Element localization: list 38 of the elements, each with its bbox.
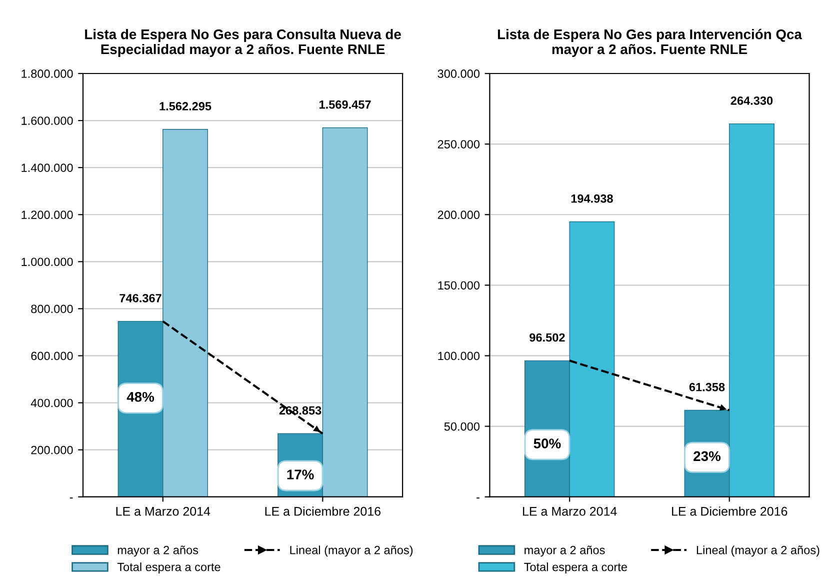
y-tick-label: 200.000 [438, 210, 480, 220]
x-tick-label: LE a Diciembre 2016 [265, 506, 380, 516]
chart-title: Lista de Espera No Ges para Consulta Nueva de Especialidad mayor a 2 años. Fuente RNLE [85, 29, 401, 57]
data-label: 61.358 [689, 382, 725, 392]
annotation: 23% [694, 451, 721, 462]
y-tick-label: 300.000 [438, 70, 480, 78]
y-tick-label: 1.000.000 [22, 258, 73, 266]
annotation: 17% [287, 470, 314, 480]
x-tick-label: LE a Marzo 2014 [116, 506, 210, 516]
y-tick-label: 1.400.000 [22, 164, 73, 172]
y-tick-label: 250.000 [438, 140, 480, 148]
legend-label: Lineal (mayor a 2 años) [696, 546, 820, 557]
data-label: 194.938 [571, 194, 613, 203]
data-label: 96.502 [530, 333, 565, 342]
chart-title: Lista de Espera No Ges para Intervención Qca mayor a 2 años. Fuente RNLE [498, 28, 802, 57]
x-tick-label: LE a Diciembre 2016 [672, 506, 788, 516]
x-tick-label: LE a Marzo 2014 [523, 506, 617, 516]
data-label: 264.330 [730, 96, 773, 105]
data-label: 746.367 [120, 294, 162, 302]
y-tick-label: 1.800.000 [22, 70, 73, 78]
annotation: 48% [126, 392, 154, 402]
y-tick-label: 400.000 [30, 398, 73, 408]
y-tick-label: 100.000 [438, 352, 480, 360]
y-tick-label: 200.000 [31, 446, 73, 454]
y-tick-label: 50.000 [444, 422, 480, 431]
legend-label: Total espera a corte [117, 562, 220, 574]
legend-label: mayor a 2 años [118, 546, 198, 557]
y-tick-label: 800.000 [31, 304, 73, 314]
y-tick-label: 600.000 [31, 352, 73, 360]
y-tick-label: 1.200.000 [22, 210, 73, 220]
y-tick-label: 150.000 [438, 281, 480, 290]
data-label: 1.562.295 [160, 102, 212, 110]
data-label: 1.569.457 [320, 100, 371, 109]
legend-label: mayor a 2 años [524, 546, 605, 557]
legend-label: Lineal (mayor a 2 años) [290, 546, 413, 557]
y-tick-label: 1.600.000 [22, 116, 73, 125]
legend-label: Total espera a corte [524, 562, 627, 574]
annotation: 50% [534, 438, 561, 448]
